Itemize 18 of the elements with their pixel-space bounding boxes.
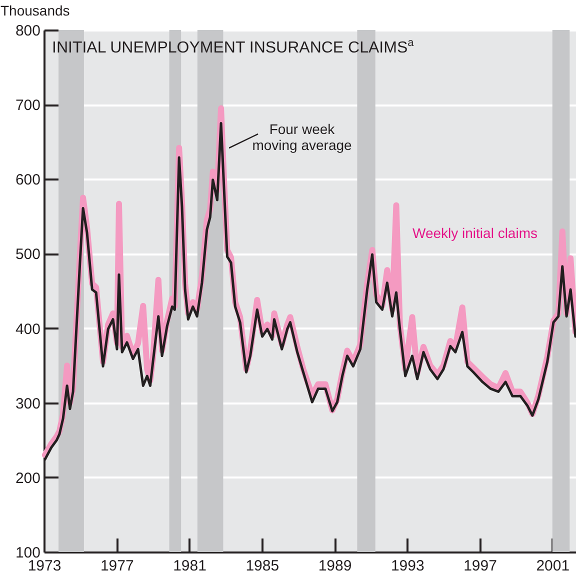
series-label: Weekly initial claims: [412, 225, 538, 242]
y-tick-label: 400: [15, 320, 40, 338]
x-tick-label: 1989: [318, 558, 352, 574]
y-axis-title: Thousands: [0, 2, 70, 18]
x-tick-label: 1997: [464, 558, 497, 574]
x-tick-label: 1985: [246, 558, 280, 574]
text: Four week moving average: [252, 121, 352, 154]
y-tick-label: 200: [15, 470, 40, 487]
y-tick-label: 700: [15, 97, 40, 114]
x-tick-label: 2001: [536, 558, 570, 574]
x-tick-label: 1981: [173, 558, 206, 574]
y-tick-label: 600: [15, 172, 40, 189]
y-tick-label: 800: [15, 22, 40, 40]
y-tick-label: 300: [15, 395, 40, 412]
x-tick-label: 1977: [100, 558, 134, 574]
y-tick-label: 500: [15, 246, 40, 264]
chart-title: INITIAL UNEMPLOYMENT INSURANCE CLAIMS$^{a}$: [52, 37, 414, 56]
x-tick-label: 1993: [390, 558, 424, 574]
